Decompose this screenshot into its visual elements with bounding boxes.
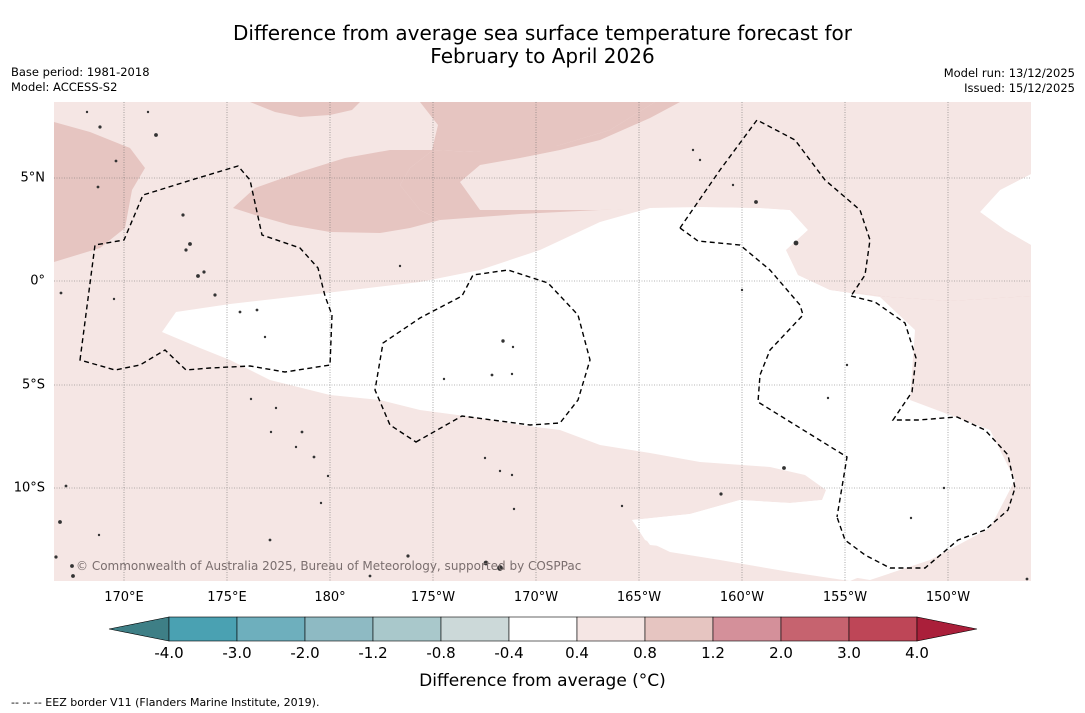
medium-anomaly-north-central bbox=[420, 102, 655, 152]
colorbar-cell bbox=[508, 616, 578, 642]
eez-border-north-east-upper bbox=[679, 119, 871, 297]
meta-right: Model run: 13/12/2025 Issued: 15/12/2025 bbox=[944, 66, 1075, 96]
colorbar-extend-low bbox=[108, 616, 170, 642]
lon-label: 165°W bbox=[616, 590, 662, 605]
lat-label: 0° bbox=[30, 273, 45, 289]
lon-label: 175°W bbox=[410, 590, 456, 605]
colorbar-tick: -0.8 bbox=[426, 644, 456, 662]
colorbar-cell bbox=[644, 616, 714, 642]
colorbar-extend-high bbox=[916, 616, 978, 642]
neutral-region-central bbox=[162, 207, 1015, 580]
model-name: Model: ACCESS-S2 bbox=[11, 80, 118, 94]
colorbar-tick: 0.8 bbox=[633, 644, 657, 662]
model-run: Model run: 13/12/2025 bbox=[943, 66, 1075, 80]
lat-label: 10°S bbox=[13, 480, 45, 496]
colorbar-tick: 0.4 bbox=[565, 644, 589, 662]
eez-border-central bbox=[374, 269, 591, 443]
medium-anomaly-top-blob bbox=[250, 102, 360, 117]
medium-anomaly-west bbox=[54, 122, 145, 262]
eez-footnote: -- -- -- EEZ border V11 (Flanders Marine… bbox=[11, 696, 320, 709]
lon-label: 170°E bbox=[104, 590, 144, 605]
eez-border-south-east bbox=[836, 295, 1016, 569]
lon-label: 150°W bbox=[925, 590, 971, 605]
medium-anomaly-north-central-lower bbox=[233, 150, 440, 233]
title-line-1: Difference from average sea surface temp… bbox=[232, 21, 852, 45]
colorbar-tick: 1.2 bbox=[701, 644, 725, 662]
eez-border-west bbox=[79, 165, 333, 373]
islands bbox=[54, 110, 1029, 581]
colorbar-tick: 3.0 bbox=[837, 644, 861, 662]
neutral-region-east-notch bbox=[980, 174, 1031, 245]
colorbar-cell bbox=[780, 616, 850, 642]
colorbar-title: Difference from average (°C) bbox=[419, 671, 666, 691]
base-period: Base period: 1981-2018 bbox=[11, 65, 150, 79]
colorbar-cell bbox=[712, 616, 782, 642]
colorbar-tick: -0.4 bbox=[494, 644, 524, 662]
colorbar-cell bbox=[372, 616, 442, 642]
colorbar-tick: 2.0 bbox=[769, 644, 793, 662]
colorbar-cell bbox=[440, 616, 510, 642]
colorbar-cell bbox=[304, 616, 374, 642]
colorbar-cell bbox=[576, 616, 646, 642]
colorbar-tick: -3.0 bbox=[222, 644, 252, 662]
meta-left: Base period: 1981-2018 Model: ACCESS-S2 bbox=[11, 65, 150, 95]
light-anomaly-east-upper bbox=[460, 102, 1031, 301]
colorbar-cells bbox=[108, 616, 978, 642]
lon-label: 155°W bbox=[822, 590, 868, 605]
colorbar-tick: -4.0 bbox=[154, 644, 184, 662]
map-title: Difference from average sea surface temp… bbox=[0, 22, 1085, 68]
lon-label: 170°W bbox=[513, 590, 559, 605]
colorbar-cell bbox=[236, 616, 306, 642]
colorbar-tick: -2.0 bbox=[290, 644, 320, 662]
colorbar-tick: -1.2 bbox=[358, 644, 388, 662]
colorbar-cell bbox=[848, 616, 918, 642]
issued-date: Issued: 15/12/2025 bbox=[964, 81, 1075, 95]
lat-label: 5°S bbox=[21, 377, 45, 393]
colorbar-cell bbox=[168, 616, 238, 642]
copyright-notice: © Commonwealth of Australia 2025, Bureau… bbox=[76, 559, 582, 573]
colorbar-tick: 4.0 bbox=[905, 644, 929, 662]
eez-borders bbox=[79, 119, 1016, 569]
neutral-region-southeast bbox=[632, 500, 900, 581]
lat-label: 5°N bbox=[20, 170, 46, 186]
title-line-2: February to April 2026 bbox=[430, 44, 655, 68]
lon-label: 160°W bbox=[719, 590, 765, 605]
lon-label: 180° bbox=[314, 590, 346, 605]
lon-label: 175°E bbox=[207, 590, 247, 605]
